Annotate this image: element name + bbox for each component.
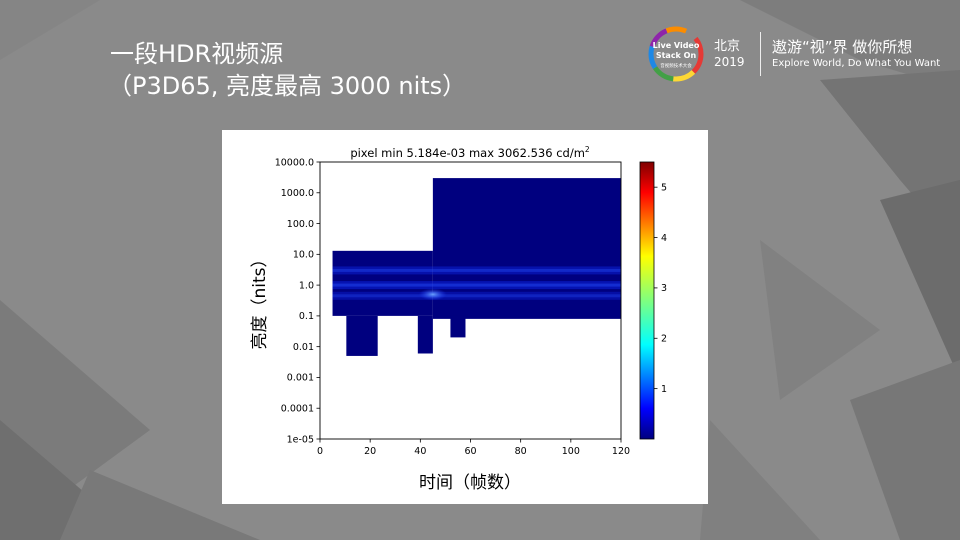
heatmap-band-core-0 [332,268,621,272]
heatmap-region-3 [432,178,621,319]
y-tick-label-4: 1.0 [299,280,314,291]
y-tick-label-1: 1000.0 [281,188,314,199]
heatmap-band-core-1 [332,283,621,287]
colorbar-tick-label-4: 5 [661,182,667,193]
colorbar-ticks: 1 2 3 4 5 [654,182,667,395]
x-tick-label-0: 0 [317,446,323,457]
ring-text-2: Stack On [656,51,697,60]
x-tick-label-2: 40 [414,446,426,457]
ring-text-1: Live Video [653,41,700,50]
colorbar [639,161,655,440]
event-ring-logo-icon: Live Video Stack On 音视频技术大会 [648,26,704,82]
colorbar-tick-label-2: 3 [661,283,667,294]
x-tick-label-4: 80 [515,446,527,457]
y-tick-label-9: 1e-05 [287,434,314,445]
chart-title: pixel min 5.184e-03 max 3062.536 cd/m2 [350,145,590,160]
y-tick-label-8: 0.0001 [281,404,314,415]
heatmap-band-2 [332,291,621,300]
logo-year: 2019 [714,55,745,69]
y-tick-label-7: 0.001 [287,373,314,384]
event-logo: Live Video Stack On 音视频技术大会 北京 2019 遨游“视… [648,26,948,82]
logo-city: 北京 [714,39,741,54]
y-tick-label-5: 0.1 [299,311,314,322]
x-tick-label-5: 100 [562,446,580,457]
x-tick-label-6: 120 [612,446,630,457]
slide-title-line1: 一段HDR视频源 [110,40,284,68]
heatmap-band-core-2 [332,294,621,298]
heatmap-region-4 [450,315,466,338]
chart-panel: pixel min 5.184e-03 max 3062.536 cd/m2 1… [222,130,708,504]
y-tick-label-0: 10000.0 [275,157,314,168]
logo-slogan-en: Explore World, Do What You Want [772,58,941,69]
heatmap-region-0 [332,250,433,316]
y-tick-label-3: 10.0 [293,250,314,261]
heatmap-band-0 [332,266,621,275]
luminance-heatmap-chart: pixel min 5.184e-03 max 3062.536 cd/m2 1… [250,145,667,493]
y-tick-label-6: 0.01 [293,342,314,353]
x-axis-ticks: 0 20 40 60 80 100 120 [317,439,630,457]
x-axis-label: 时间（帧数） [419,473,521,493]
colorbar-tick-label-1: 2 [661,334,667,345]
colorbar-tick-label-0: 1 [661,384,667,395]
y-axis-label: 亮度（nits） [250,250,270,349]
x-tick-label-3: 60 [464,446,476,457]
logo-slogan-cn: 遨游“视”界 做你所想 [772,38,913,56]
heatmap-region-1 [346,315,378,356]
heatmap-band-1 [332,281,621,290]
heatmap-region-2 [417,315,433,354]
heatmap-hotspot [418,288,447,301]
heatmap-plot-area [332,178,621,356]
slide-title-line2: （P3D65, 亮度最高 3000 nits） [108,72,467,100]
slide-title: 一段HDR视频源 （P3D65, 亮度最高 3000 nits） [108,38,467,102]
chart-title-main: pixel min 5.184e-03 max 3062.536 cd/m [350,146,585,160]
colorbar-tick-label-3: 4 [661,233,667,244]
y-tick-label-2: 100.0 [287,219,314,230]
ring-text-3: 音视频技术大会 [660,62,692,69]
x-tick-label-1: 20 [364,446,376,457]
chart-title-superscript: 2 [585,145,590,154]
y-axis-ticks: 10000.0 1000.0 100.0 10.0 1.0 0.1 0.01 0.001 0.0… [275,157,320,445]
logo-divider [760,32,761,76]
